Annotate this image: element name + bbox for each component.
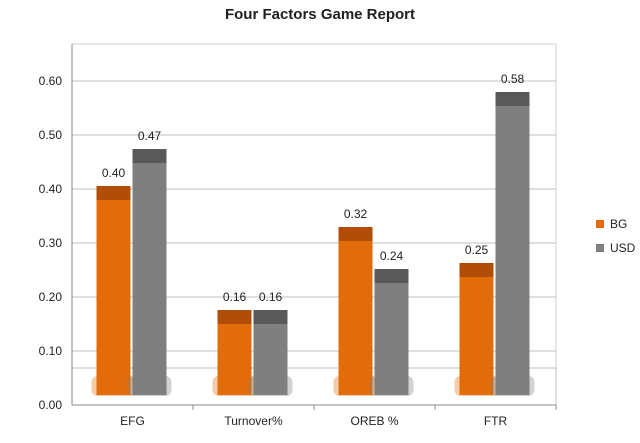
bar-cap (132, 149, 167, 163)
bar-cap (96, 186, 131, 200)
bar-cap (459, 263, 494, 277)
bar-cap (217, 310, 252, 324)
bar-base (96, 372, 131, 395)
bar-body (338, 227, 373, 395)
bar-body (495, 92, 530, 395)
data-label: 0.40 (102, 166, 126, 180)
legend-swatch-usd (596, 244, 604, 252)
data-label: 0.32 (344, 207, 368, 221)
data-label: 0.24 (380, 249, 404, 263)
bar-base (132, 372, 167, 395)
y-tick-label: 0.40 (39, 182, 63, 196)
chart-title: Four Factors Game Report (224, 6, 416, 23)
bar-base (253, 372, 288, 395)
y-tick-label: 0.50 (39, 128, 63, 142)
data-label: 0.47 (138, 129, 162, 143)
legend-swatch-bg (596, 220, 604, 228)
x-tick-label: EFG (120, 414, 145, 428)
legend: BG USD (596, 212, 635, 260)
data-label: 0.25 (465, 243, 489, 257)
x-tick-label: OREB % (350, 414, 398, 428)
bar-usd-0 (127, 149, 172, 396)
bar-usd-2 (369, 269, 414, 396)
y-tick-label: 0.10 (39, 344, 63, 358)
bar-bg-3 (454, 263, 499, 396)
data-label: 0.16 (223, 290, 247, 304)
bar-body (132, 149, 167, 395)
x-tick-label: FTR (484, 414, 508, 428)
bar-cap (338, 227, 373, 241)
bar-bg-2 (333, 227, 378, 396)
bar-cap (495, 92, 530, 106)
legend-label-usd: USD (610, 241, 636, 255)
bars (91, 92, 535, 396)
bar-body (96, 186, 131, 395)
bar-base (495, 372, 530, 395)
bar-cap (253, 310, 288, 324)
y-tick-label: 0.30 (39, 236, 63, 250)
legend-item-usd: USD (596, 236, 635, 260)
axes: 0.00 0.10 0.20 0.30 0.40 0.50 0.60 EFG Turnover%… (39, 44, 557, 428)
bar-bg-0 (91, 186, 136, 396)
bar-bg-1 (212, 310, 257, 396)
bar-usd-3 (490, 92, 535, 396)
bar-base (459, 372, 494, 395)
bar-base (374, 372, 409, 395)
bar-usd-1 (248, 310, 293, 396)
bar-cap (374, 269, 409, 283)
legend-label-bg: BG (610, 217, 628, 231)
y-tick-label: 0.60 (39, 74, 63, 88)
data-label: 0.16 (259, 290, 283, 304)
y-tick-label: 0.00 (39, 398, 63, 412)
data-labels: 0.40 0.47 0.16 0.16 0.32 0.24 0.25 0.58 (102, 72, 525, 304)
x-tick-label: Turnover% (224, 414, 283, 428)
y-tick-label: 0.20 (39, 290, 63, 304)
bar-base (338, 372, 373, 395)
data-label: 0.58 (501, 72, 525, 86)
bar-base (217, 372, 252, 395)
legend-item-bg: BG (596, 212, 635, 236)
